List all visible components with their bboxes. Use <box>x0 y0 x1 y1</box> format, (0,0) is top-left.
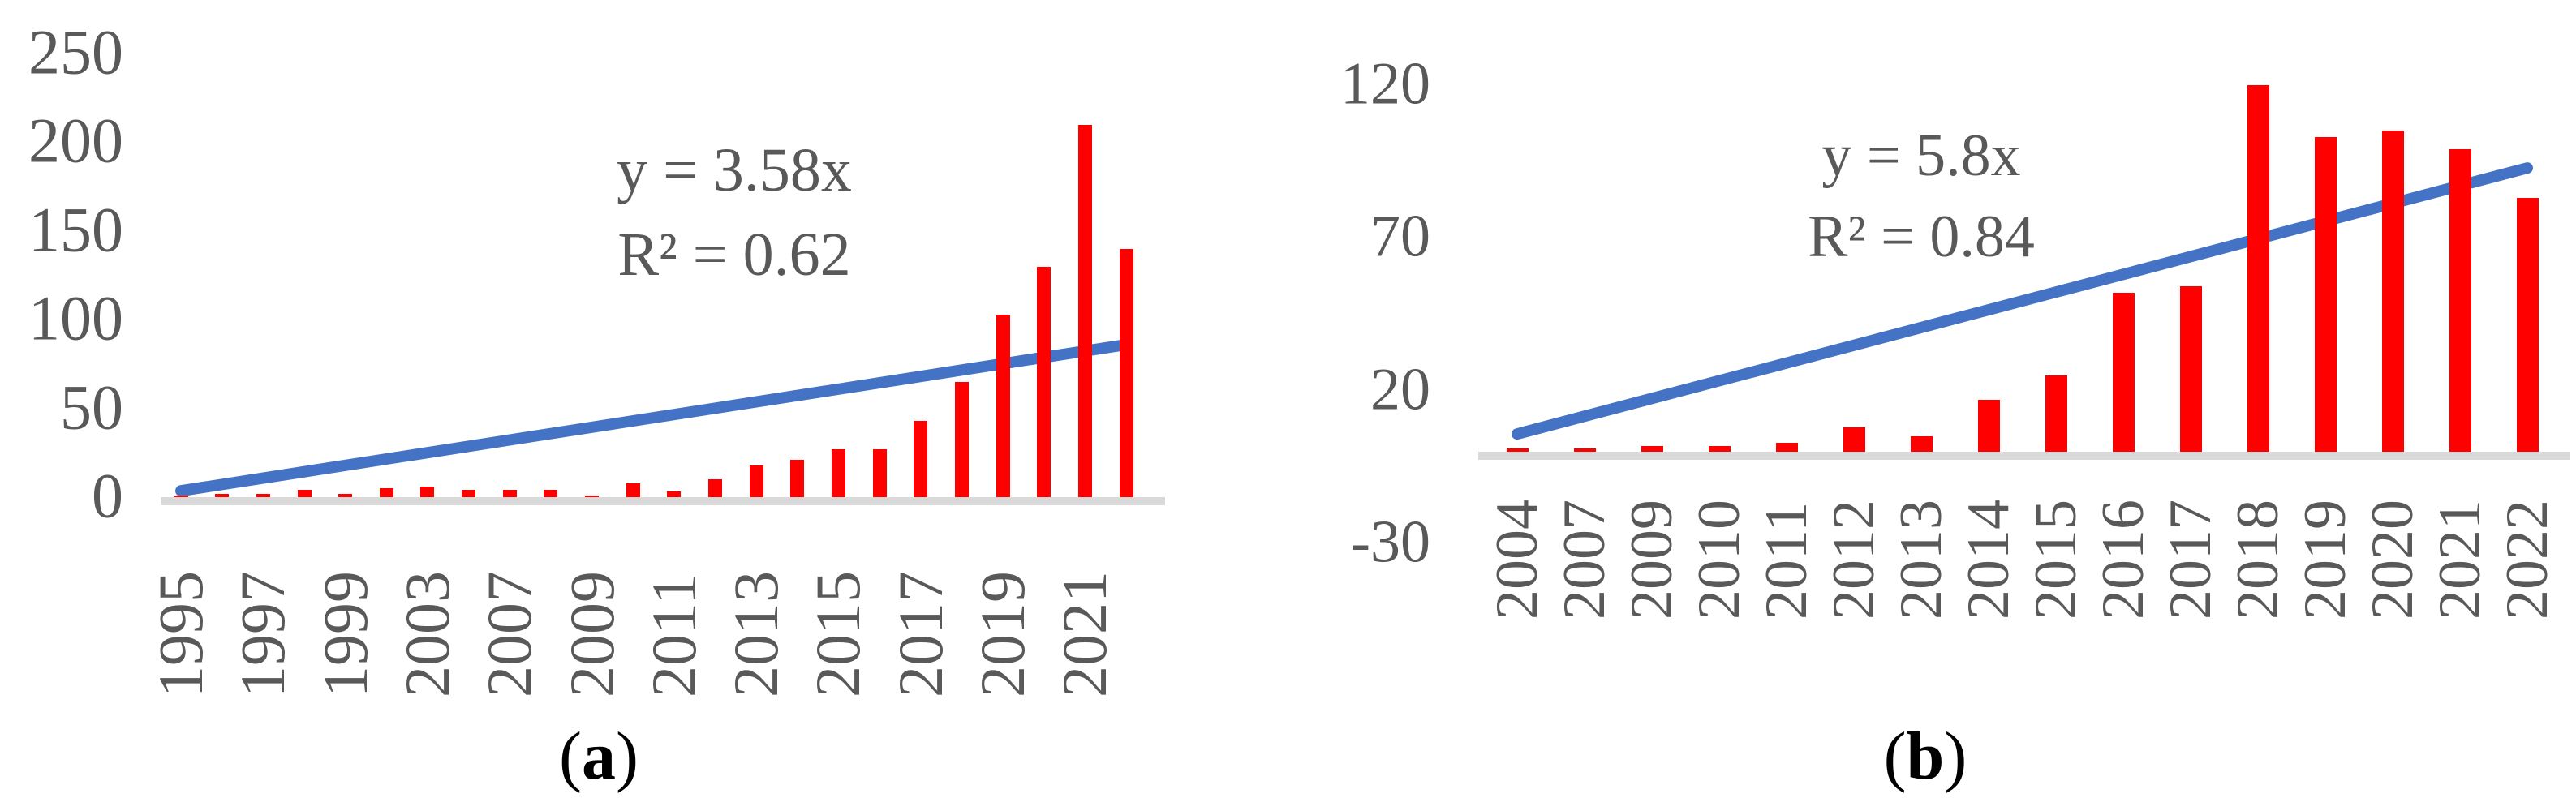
x-tick-label: 2007 <box>474 571 545 697</box>
y-tick-label: 150 <box>28 194 123 265</box>
bar-2015 <box>2045 375 2067 453</box>
x-tick-label: 2021 <box>1049 571 1120 697</box>
bar-2010 <box>1708 445 1731 452</box>
x-tick-label: 2020 <box>2359 500 2426 620</box>
bar-2011 <box>1775 442 1798 452</box>
r-squared: R² = 0.84 <box>1808 204 2035 270</box>
y-tick-label: 250 <box>28 16 123 88</box>
r-squared: R² = 0.62 <box>617 221 851 289</box>
bar-2013 <box>1910 436 1933 452</box>
trend-equation: y = 5.8x <box>1821 122 2021 189</box>
x-tick-label: 2003 <box>391 571 462 697</box>
bar-2008 <box>544 490 558 497</box>
subfigure-caption-a: (a) <box>437 723 761 791</box>
y-tick-label: 200 <box>28 105 123 176</box>
x-tick-label: 2009 <box>556 571 627 697</box>
caption-letter: b <box>1906 719 1945 794</box>
bar-2007 <box>502 490 517 497</box>
x-axis-line-b <box>1478 452 2570 460</box>
x-tick-label: 2004 <box>1484 500 1550 620</box>
x-tick-label: 1999 <box>309 571 381 697</box>
x-tick-label: 1995 <box>145 571 216 697</box>
y-tick-label: 20 <box>1370 356 1430 423</box>
x-tick-label: 2015 <box>802 571 874 697</box>
bar-2015 <box>831 448 845 497</box>
x-tick-label: 2019 <box>2292 500 2359 620</box>
bar-1995 <box>174 495 188 497</box>
bar-2020 <box>1037 266 1051 497</box>
x-tick-label: 2011 <box>1753 501 1820 620</box>
x-tick-label: 2015 <box>2023 500 2089 620</box>
bar-1999 <box>338 493 353 497</box>
x-tick-label: 2012 <box>1821 500 1887 620</box>
bar-2020 <box>2381 131 2404 452</box>
bar-2012 <box>1843 427 1865 452</box>
trendline-a <box>175 339 1132 497</box>
subfigure-caption-b: (b) <box>1763 723 2088 791</box>
bar-2003 <box>420 486 435 497</box>
bar-2016 <box>2112 293 2135 452</box>
x-tick-label: 2010 <box>1686 500 1752 620</box>
bar-2017 <box>914 420 928 497</box>
bar-2009 <box>1641 445 1663 452</box>
caption-letter: a <box>582 719 616 794</box>
x-tick-label: 2014 <box>1955 500 2022 620</box>
x-tick-label: 2021 <box>2427 500 2493 620</box>
x-axis-line-a <box>161 497 1165 505</box>
y-tick-label: 50 <box>60 371 123 443</box>
trendline-b <box>1512 162 2533 440</box>
bar-1997 <box>256 493 270 497</box>
caption-close-paren: ) <box>1944 719 1967 794</box>
bar-1996 <box>215 493 230 497</box>
bar-2018 <box>954 381 969 497</box>
bar-2019 <box>2314 136 2337 452</box>
bar-2005 <box>462 490 476 497</box>
y-tick-label: -30 <box>1350 508 1430 576</box>
x-tick-label: 2016 <box>2090 500 2157 620</box>
bar-2021 <box>1077 124 1092 497</box>
caption-close-paren: ) <box>616 719 639 794</box>
bar-2018 <box>2247 84 2269 452</box>
caption-open-paren: ( <box>559 719 582 794</box>
x-tick-label: 2011 <box>638 573 709 697</box>
trendline-annotation-b: y = 5.8x R² = 0.84 <box>1556 115 2286 277</box>
y-tick-label: 120 <box>1340 50 1430 118</box>
bar-2019 <box>996 314 1010 497</box>
x-tick-label: 2009 <box>1619 500 1685 620</box>
x-tick-label: 2013 <box>1888 500 1955 620</box>
y-tick-label: 70 <box>1370 203 1430 270</box>
x-tick-label: 2007 <box>1551 500 1618 620</box>
bar-2011 <box>667 491 682 497</box>
x-tick-label: 2017 <box>884 571 956 697</box>
y-tick-label: 0 <box>92 460 123 531</box>
x-tick-label: 2022 <box>2494 500 2561 620</box>
x-tick-label: 2018 <box>2225 500 2291 620</box>
trendline-annotation-a: y = 3.58x R² = 0.62 <box>369 128 1099 297</box>
bar-2014 <box>1977 399 2000 452</box>
bar-2001 <box>379 488 393 497</box>
caption-open-paren: ( <box>1883 719 1907 794</box>
bar-2010 <box>626 483 640 497</box>
x-tick-label: 2019 <box>967 571 1038 697</box>
x-tick-label: 2013 <box>720 571 792 697</box>
bar-2021 <box>2449 148 2471 452</box>
bar-2004 <box>1506 448 1529 452</box>
bar-2017 <box>2179 286 2202 452</box>
bar-2009 <box>585 495 599 497</box>
bar-2007 <box>1573 448 1596 452</box>
x-tick-label: 1997 <box>227 571 299 697</box>
bar-2012 <box>708 479 722 497</box>
bar-2013 <box>749 465 763 497</box>
y-tick-label: 100 <box>28 282 123 354</box>
x-tick-label: 2017 <box>2157 500 2224 620</box>
trend-equation: y = 3.58x <box>617 136 852 204</box>
bar-2016 <box>872 448 887 497</box>
bar-2022 <box>2516 198 2539 452</box>
bar-2022 <box>1119 248 1133 497</box>
bar-1998 <box>297 490 312 497</box>
bar-2014 <box>790 460 805 497</box>
